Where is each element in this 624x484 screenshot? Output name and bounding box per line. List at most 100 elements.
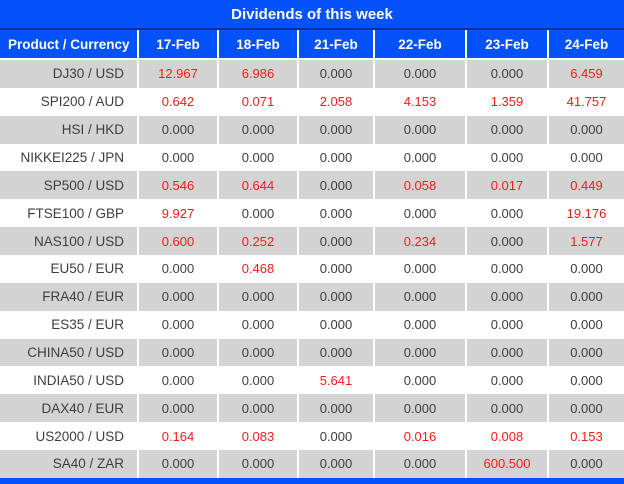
- dividend-value: 0.000: [297, 60, 373, 88]
- dividend-value: 0.000: [217, 394, 297, 423]
- dividend-value: 0.000: [373, 255, 465, 283]
- column-header-date: 24-Feb: [547, 30, 624, 58]
- dividend-value: 0.000: [547, 143, 624, 172]
- dividend-value: 0.000: [373, 115, 465, 144]
- dividend-value: 0.000: [297, 422, 373, 451]
- dividend-value: 0.000: [297, 450, 373, 478]
- dividend-value: 19.176: [547, 199, 624, 228]
- dividend-value: 0.000: [465, 199, 547, 228]
- dividend-value: 0.000: [465, 115, 547, 144]
- dividend-value: 0.000: [547, 115, 624, 144]
- dividend-value: 0.083: [217, 422, 297, 451]
- product-currency-label: EU50 / EUR: [50, 261, 124, 277]
- dividend-value: 1.577: [547, 227, 624, 256]
- dividend-value: 0.000: [465, 255, 547, 283]
- dividend-value: 4.153: [373, 87, 465, 116]
- dividend-value: 0.000: [547, 450, 624, 478]
- dividend-value: 0.017: [465, 171, 547, 200]
- product-currency-label: HSI / HKD: [61, 122, 124, 138]
- table-row: EU50 / EUR 0.000 0.468 0.000 0.000 0.000 0.000: [0, 255, 624, 283]
- table-row: HSI / HKD 0.000 0.000 0.000 0.000 0.000 0.000: [0, 115, 624, 144]
- dividend-value: 0.000: [465, 394, 547, 423]
- dividend-value: 0.000: [373, 394, 465, 423]
- column-header-date: 22-Feb: [373, 30, 465, 58]
- dividend-value: 0.000: [373, 282, 465, 311]
- dividend-value: 0.000: [137, 255, 217, 283]
- dividend-value: 0.000: [465, 282, 547, 311]
- column-header-date: 17-Feb: [137, 30, 217, 58]
- column-header-date: 23-Feb: [465, 30, 547, 58]
- product-currency-label: ES35 / EUR: [51, 317, 124, 333]
- dividend-value: 0.000: [373, 143, 465, 172]
- dividend-value: 0.000: [547, 310, 624, 339]
- dividend-value: 0.000: [373, 366, 465, 395]
- dividend-value: 0.000: [297, 310, 373, 339]
- dividend-value: 0.000: [297, 143, 373, 172]
- table-row: ES35 / EUR 0.000 0.000 0.000 0.000 0.000 0.000: [0, 310, 624, 339]
- dividend-value: 0.600: [137, 227, 217, 256]
- dividend-value: 0.000: [373, 60, 465, 88]
- dividend-value: 0.058: [373, 171, 465, 200]
- product-currency-label: CHINA50 / USD: [27, 345, 124, 361]
- dividend-value: 0.000: [217, 199, 297, 228]
- product-currency-label: DJ30 / USD: [52, 66, 124, 82]
- product-currency-label: US2000 / USD: [35, 428, 124, 444]
- dividend-value: 0.644: [217, 171, 297, 200]
- table-row: DAX40 / EUR 0.000 0.000 0.000 0.000 0.000 0.00…: [0, 394, 624, 423]
- dividend-value: 2.058: [297, 87, 373, 116]
- dividend-value: 0.000: [217, 310, 297, 339]
- product-currency-label: NAS100 / USD: [33, 233, 124, 249]
- dividend-value: 0.000: [297, 199, 373, 228]
- column-header-product-currency: Product / Currency: [8, 36, 130, 52]
- table-row: DJ30 / USD 12.967 6.986 0.000 0.000 0.000 6.45…: [0, 60, 624, 88]
- dividend-value: 0.153: [547, 422, 624, 451]
- product-currency-label: SPI200 / AUD: [40, 94, 124, 110]
- dividend-value: 9.927: [137, 199, 217, 228]
- dividend-value: 0.000: [547, 338, 624, 367]
- dividend-value: 0.016: [373, 422, 465, 451]
- dividend-value: 0.000: [137, 394, 217, 423]
- dividend-value: 0.000: [465, 60, 547, 88]
- dividend-value: 0.000: [547, 282, 624, 311]
- dividend-value: 0.000: [137, 282, 217, 311]
- product-currency-label: FRA40 / EUR: [42, 289, 124, 305]
- dividend-value: 0.000: [547, 394, 624, 423]
- column-header-date: 18-Feb: [217, 30, 297, 58]
- dividend-value: 0.546: [137, 171, 217, 200]
- dividend-value: 0.000: [297, 227, 373, 256]
- dividend-value: 5.641: [297, 366, 373, 395]
- dividend-value: 0.000: [297, 338, 373, 367]
- dividend-value: 0.000: [137, 338, 217, 367]
- product-currency-label: INDIA50 / USD: [33, 372, 124, 388]
- table-row: US2000 / USD 0.164 0.083 0.000 0.016 0.008 0.1…: [0, 422, 624, 451]
- table-row: CHINA50 / USD 0.000 0.000 0.000 0.000 0.000 0.…: [0, 338, 624, 367]
- dividend-value: 0.000: [137, 450, 217, 478]
- product-currency-label: NIKKEI225 / JPN: [20, 150, 124, 165]
- table-row: SP500 / USD 0.546 0.644 0.000 0.058 0.017 0.44…: [0, 171, 624, 200]
- dividend-value: 6.986: [217, 60, 297, 88]
- table-row: NIKKEI225 / JPN 0.000 0.000 0.000 0.000 0.000…: [0, 143, 624, 172]
- dividend-value: 0.000: [297, 255, 373, 283]
- dividend-value: 0.000: [465, 366, 547, 395]
- dividend-value: 0.000: [217, 366, 297, 395]
- dividend-value: 0.000: [217, 143, 297, 172]
- table-row: SPI200 / AUD 0.642 0.071 2.058 4.153 1.359 41.…: [0, 87, 624, 116]
- dividend-value: 0.000: [465, 227, 547, 256]
- dividend-value: 0.000: [465, 143, 547, 172]
- dividend-value: 0.000: [373, 310, 465, 339]
- dividend-value: 0.000: [137, 366, 217, 395]
- product-currency-label: SA40 / ZAR: [52, 456, 124, 472]
- dividend-value: 6.459: [547, 60, 624, 88]
- dividend-value: 0.000: [297, 171, 373, 200]
- widget-title: Dividends of this week: [0, 0, 624, 30]
- column-header-date: 21-Feb: [297, 30, 373, 58]
- dividend-value: 1.359: [465, 87, 547, 116]
- dividend-value: 600.500: [465, 450, 547, 478]
- table-row: FTSE100 / GBP 9.927 0.000 0.000 0.000 0.000 19…: [0, 199, 624, 228]
- dividend-value: 0.642: [137, 87, 217, 116]
- product-currency-label: DAX40 / EUR: [41, 400, 124, 416]
- dividend-value: 0.164: [137, 422, 217, 451]
- dividend-value: 0.071: [217, 87, 297, 116]
- dividend-value: 0.000: [297, 394, 373, 423]
